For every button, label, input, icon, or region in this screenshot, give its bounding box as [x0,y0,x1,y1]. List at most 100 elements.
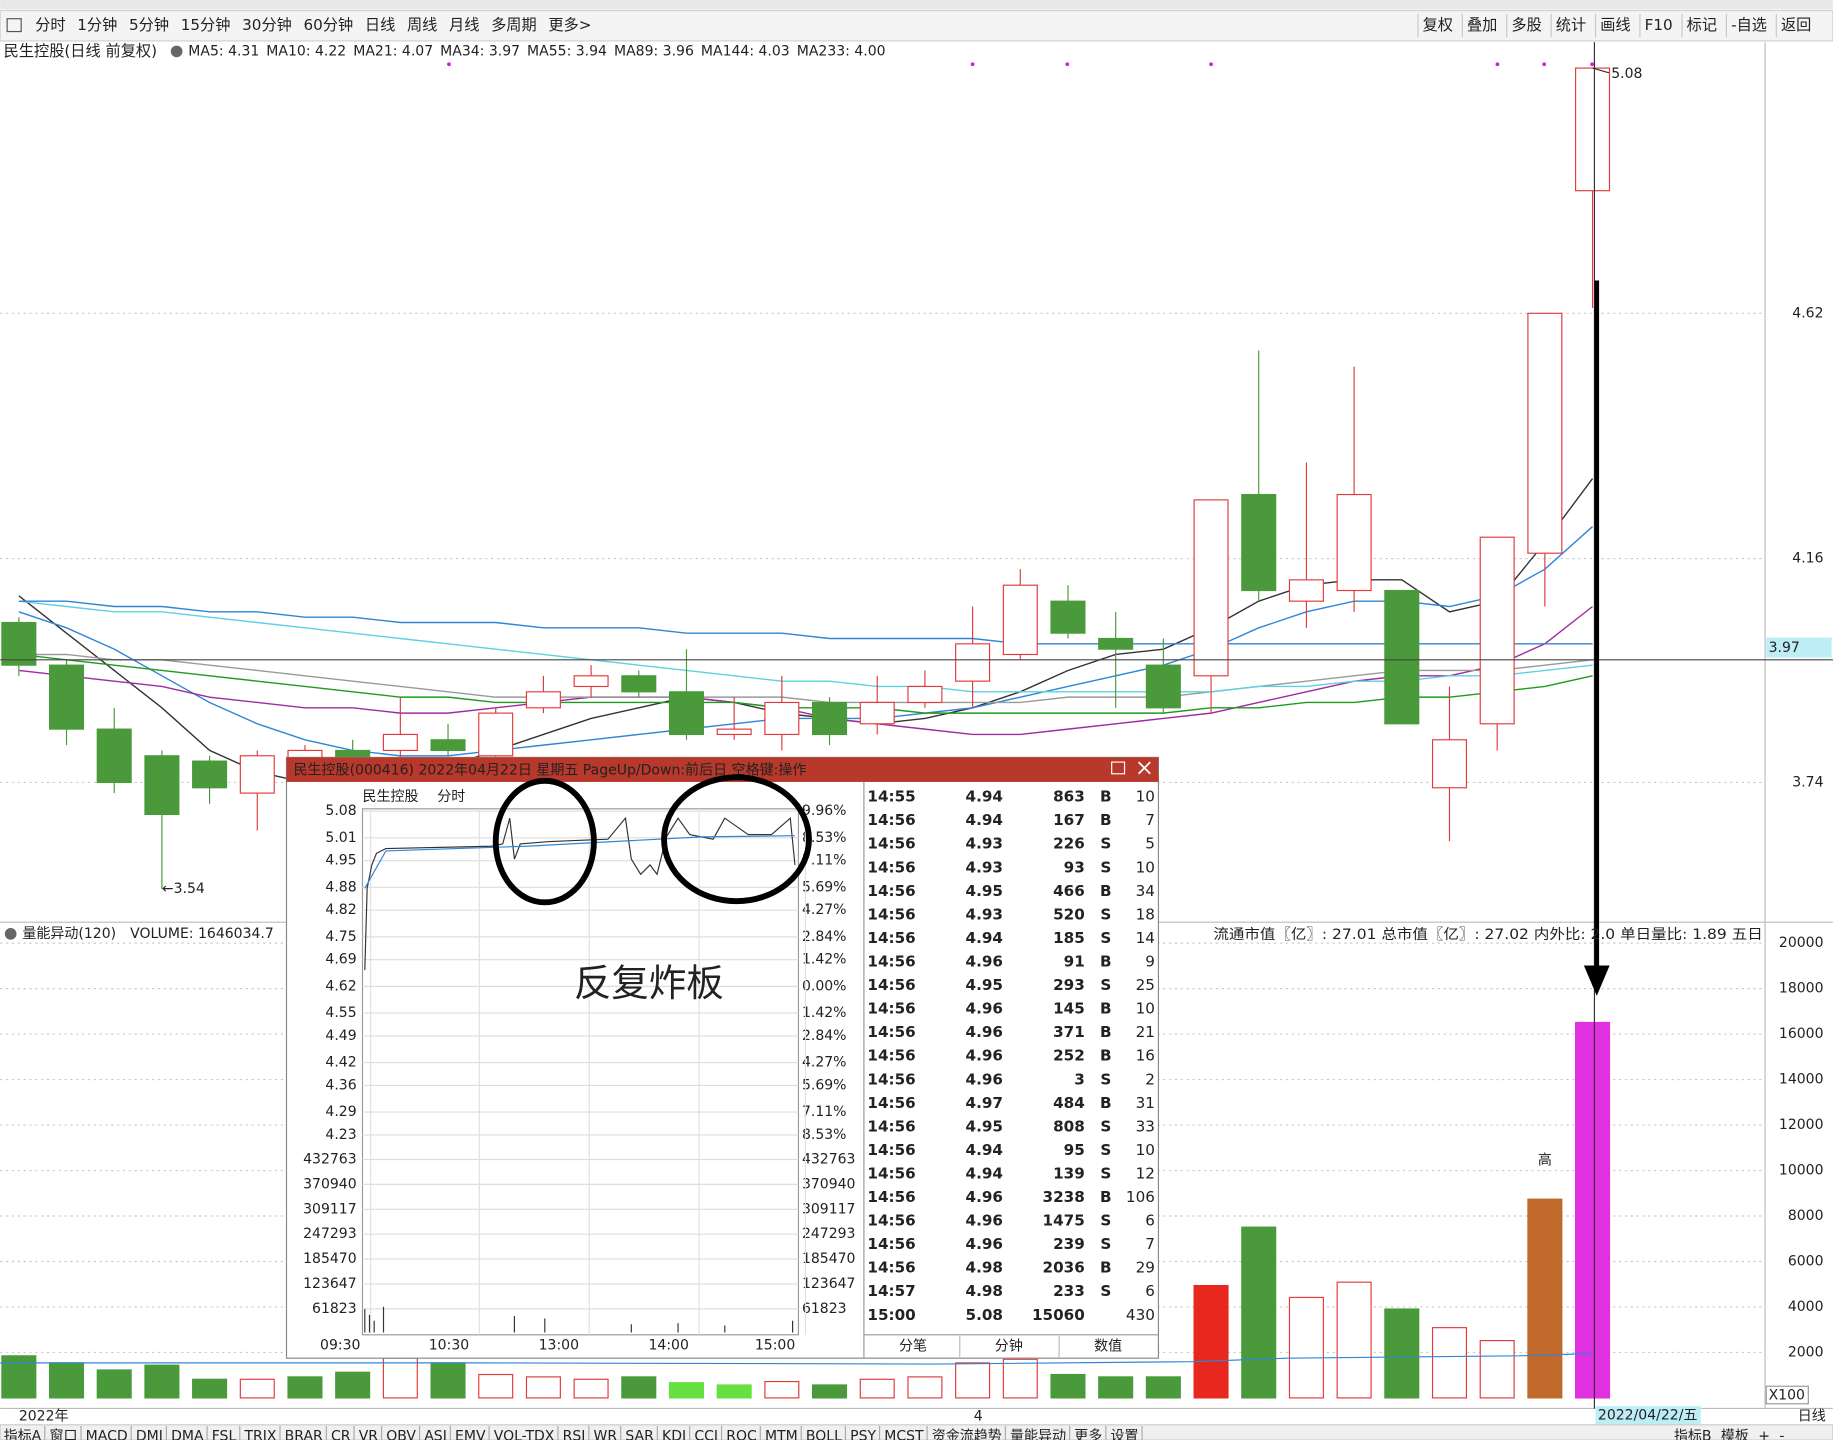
indicator-tab[interactable]: PSY [850,1428,876,1440]
period-tab[interactable]: 5分钟 [129,16,169,34]
indicator-tab[interactable]: KDJ [662,1428,686,1440]
tool-button[interactable]: 统计 [1556,16,1586,34]
tick-count: 2 [1145,1070,1155,1088]
volume-bar [430,1362,466,1399]
indicator-tab[interactable]: RSI [563,1428,586,1440]
tick-time: 14:56 [867,1094,915,1112]
y-tick-label: 4.16 [1792,551,1823,567]
indicator-tab[interactable]: BOLL [806,1428,842,1440]
indicator-tab[interactable]: DMA [171,1428,204,1440]
indicator-tab[interactable]: 更多 [1074,1427,1102,1440]
indicator-tab[interactable]: CR [331,1428,351,1440]
tick-time: 14:56 [867,858,915,876]
indicator-tab[interactable]: ROC [726,1428,757,1440]
tick-side: S [1100,1282,1111,1300]
intraday-avg-line [364,835,795,889]
ma-line [18,605,1593,736]
annotation: 反复炸板 [574,961,724,1005]
period-tab[interactable]: 15分钟 [181,16,231,34]
panel-toggle-icon[interactable] [6,18,22,33]
template-tab[interactable]: + [1758,1428,1770,1440]
indicator-tab[interactable]: VOL-TDX [494,1428,555,1440]
tick-time: 14:56 [867,1188,915,1206]
indicator-tab[interactable]: TRIX [243,1428,276,1440]
period-tab[interactable]: 日线 [365,16,395,34]
tick-volume: 466 [1053,882,1085,900]
popup-close[interactable] [1137,761,1151,775]
indicator-tab[interactable]: ASI [424,1428,447,1440]
tick-price: 4.94 [966,811,1003,829]
period-tab[interactable]: 30分钟 [242,16,292,34]
tick-side: B [1100,882,1112,900]
indicator-tab[interactable]: 指标A [4,1428,42,1440]
volume-bar [239,1378,275,1399]
tick-side: S [1100,976,1111,994]
popup-pct-label: 7.11% [802,1104,847,1120]
tool-button[interactable]: F10 [1645,16,1673,34]
indicator-tab[interactable]: BRAR [285,1428,323,1440]
tick-side: B [1100,1259,1112,1277]
tick-price: 4.94 [966,1164,1003,1182]
indicator-tab[interactable]: VR [359,1428,379,1440]
candle-body [621,675,657,693]
period-tab[interactable]: 分时 [35,16,65,34]
indicator-tab[interactable]: 设置 [1111,1428,1139,1440]
popup-bottom-tab[interactable]: 分笔 [899,1338,927,1354]
popup-pct-label: 7.11% [802,853,847,869]
tool-button[interactable]: 叠加 [1467,16,1497,34]
popup-time-label: 14:00 [649,1337,689,1353]
period-tab[interactable]: 更多> [548,16,591,34]
tool-button[interactable]: 复权 [1423,16,1453,34]
indicator-tab[interactable]: WR [594,1428,618,1440]
tick-count: 14 [1136,929,1155,947]
intraday-price-line [364,816,796,971]
volume-bar [1288,1296,1324,1399]
volume-bar [1384,1308,1420,1399]
popup-volume-label-right: 61823 [802,1301,847,1317]
tool-button[interactable]: 画线 [1600,16,1630,34]
tool-button[interactable]: 多股 [1511,16,1541,34]
period-tab[interactable]: 60分钟 [304,16,354,34]
indicator-tab[interactable]: MTM [765,1428,798,1440]
tick-time: 14:55 [867,788,915,806]
tick-price: 4.96 [966,1000,1003,1018]
date-cursor-label: 2022/04/22/五 [1598,1407,1698,1423]
template-tab[interactable]: 模板 [1721,1428,1749,1440]
indicator-tab[interactable]: CCI [694,1428,718,1440]
tick-time: 14:56 [867,905,915,923]
indicator-tab[interactable]: MCST [884,1428,924,1440]
popup-pct-label: 5.69% [802,1077,847,1093]
period-tab[interactable]: 周线 [407,16,437,34]
indicator-tab[interactable]: 窗口 [49,1427,77,1440]
tool-button[interactable]: 返回 [1781,16,1811,34]
indicator-tab[interactable]: 量能异动 [1010,1428,1066,1440]
template-tab[interactable]: - [1779,1428,1784,1440]
indicator-tab[interactable]: EMV [455,1428,486,1440]
y-tick-label: 4.62 [1792,305,1823,321]
tick-side: S [1100,905,1111,923]
indicator-tab[interactable]: FSL [212,1428,237,1440]
popup-bottom-tab[interactable]: 数值 [1094,1338,1122,1354]
tick-count: 10 [1136,788,1155,806]
candle-body [1336,493,1372,592]
popup-maximize[interactable] [1111,761,1126,775]
period-tab[interactable]: 月线 [449,16,479,34]
tick-count: 7 [1145,811,1155,829]
indicator-tab[interactable]: MACD [86,1428,128,1440]
period-tab[interactable]: 1分钟 [77,16,117,34]
popup-bottom-tab[interactable]: 分钟 [995,1337,1023,1354]
volume-unit: X100 [1769,1388,1805,1404]
volume-bar [1575,1021,1611,1399]
period-tab[interactable]: 多周期 [491,16,537,34]
candle-body [668,691,705,736]
indicator-tab[interactable]: DMI [136,1428,163,1440]
volume-bar [287,1376,323,1399]
indicator-tab[interactable]: OBV [386,1428,416,1440]
indicator-tab[interactable]: 资金流趋势 [932,1428,1002,1440]
tool-button[interactable]: -自选 [1731,16,1767,34]
template-tab[interactable]: 指标B [1674,1428,1712,1440]
volume-bar [335,1371,371,1399]
indicator-tab[interactable]: SAR [625,1428,654,1440]
tool-button[interactable]: 标记 [1687,16,1717,34]
tick-time: 14:56 [867,835,915,853]
